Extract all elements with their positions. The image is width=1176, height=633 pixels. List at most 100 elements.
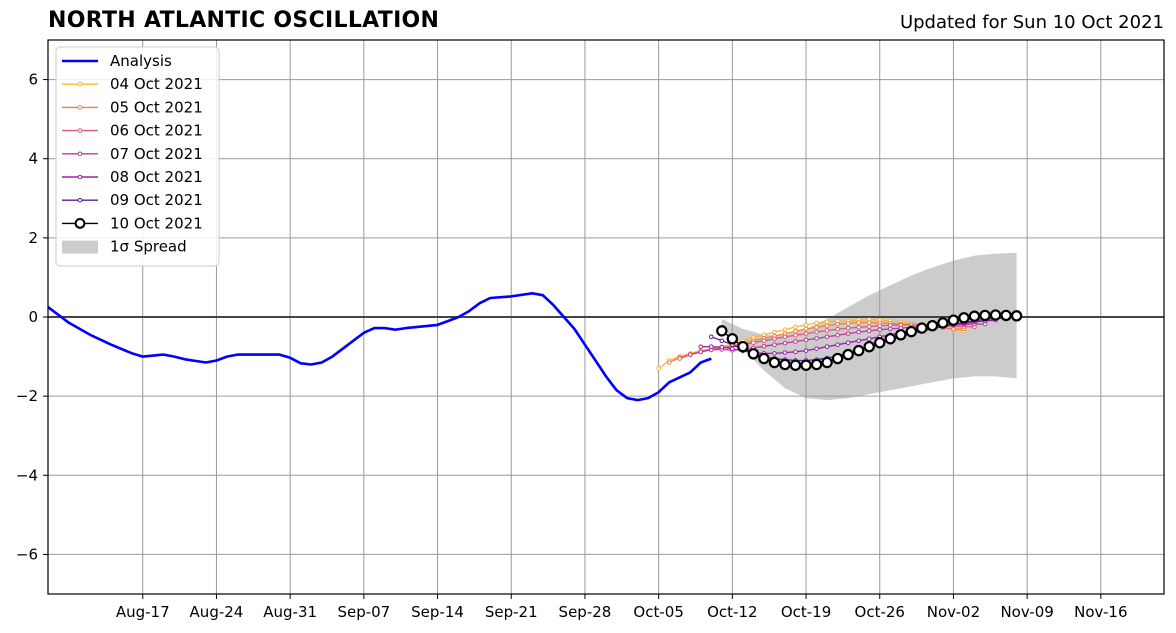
legend-marker (77, 81, 83, 87)
y-tick-label: −2 (16, 387, 38, 405)
data-point (831, 352, 844, 365)
data-point (803, 322, 809, 328)
legend-label: 08 Oct 2021 (110, 168, 203, 186)
legend-marker (77, 197, 83, 203)
legend-label: 07 Oct 2021 (110, 145, 203, 163)
data-point (887, 326, 893, 332)
legend: Analysis 04 Oct 2021 05 Oct 2021 06 Oct 202… (55, 46, 220, 267)
data-point (698, 344, 704, 349)
data-point (782, 350, 788, 355)
legend-marker (74, 218, 86, 229)
legend-marker (77, 105, 83, 110)
data-point (751, 340, 756, 346)
data-point (887, 323, 893, 328)
data-point (793, 328, 798, 334)
data-point (979, 309, 991, 322)
data-point (845, 340, 851, 346)
data-point (814, 324, 819, 330)
data-point (747, 348, 760, 360)
data-point (772, 342, 777, 348)
data-point (863, 340, 875, 353)
data-point (719, 344, 725, 350)
x-tick-label: Aug-17 (116, 603, 170, 621)
data-point (856, 338, 861, 344)
data-point (845, 331, 851, 336)
data-point (666, 360, 672, 365)
x-tick-label: Sep-21 (485, 603, 538, 621)
data-point (687, 352, 693, 357)
data-point (824, 344, 830, 349)
data-point (782, 327, 788, 332)
legend-label: 09 Oct 2021 (110, 191, 203, 209)
legend-label: Analysis (110, 52, 172, 70)
legend-label: 10 Oct 2021 (110, 214, 203, 232)
data-point (968, 310, 981, 322)
data-point (916, 322, 928, 334)
data-point (716, 325, 728, 337)
y-tick-label: 6 (28, 71, 38, 89)
data-point (814, 329, 819, 335)
data-point (814, 320, 819, 326)
data-point (866, 324, 872, 329)
data-point (842, 348, 854, 361)
data-point (835, 321, 840, 327)
data-point (877, 327, 883, 332)
x-tick-label: Sep-28 (559, 603, 612, 621)
data-point (877, 323, 883, 329)
legend-marker (77, 128, 83, 133)
data-point (989, 309, 1002, 321)
data-point (793, 349, 798, 355)
data-point (1000, 309, 1012, 322)
data-point (856, 324, 861, 330)
data-point (866, 336, 872, 342)
y-tick-label: 2 (28, 229, 38, 247)
chart-title: NORTH ATLANTIC OSCILLATION (48, 8, 440, 33)
data-point (793, 339, 798, 344)
data-point (905, 325, 918, 338)
data-point (761, 332, 767, 338)
x-tick-label: Oct-12 (707, 603, 757, 621)
data-point (803, 348, 809, 353)
data-point (845, 325, 851, 331)
data-point (835, 342, 840, 348)
data-point (814, 346, 819, 351)
axes-layer: Aug-17 Aug-24 Aug-31 Sep-07 Sep-14 Sep-21 Sep-… (16, 39, 1165, 621)
data-point (793, 332, 798, 338)
x-tick-label: Oct-19 (781, 603, 831, 621)
data-point (758, 352, 770, 365)
data-point (768, 356, 781, 369)
data-point (772, 336, 777, 342)
data-point (779, 358, 791, 371)
data-point (708, 334, 714, 340)
data-point (677, 356, 682, 361)
data-point (866, 328, 872, 334)
data-point (793, 324, 798, 330)
data-point (761, 343, 767, 349)
legend-label: 05 Oct 2021 (110, 98, 203, 116)
series-layer (47, 291, 1023, 402)
data-point (772, 329, 777, 335)
chart-subtitle: Updated for Sun 10 Oct 2021 (899, 12, 1164, 33)
legend-marker (77, 151, 83, 157)
data-point (737, 340, 749, 353)
data-point (824, 319, 830, 325)
data-point (789, 359, 802, 371)
data-point (782, 340, 788, 346)
legend-label: 06 Oct 2021 (110, 122, 203, 140)
data-point (800, 359, 812, 371)
data-point (698, 349, 704, 355)
x-tick-label: Aug-24 (190, 603, 244, 621)
y-tick-label: 4 (28, 150, 38, 168)
legend-marker (77, 174, 83, 180)
data-point (814, 336, 819, 341)
y-tick-label: −6 (16, 545, 38, 563)
data-point (895, 329, 907, 341)
data-point (1010, 310, 1023, 322)
data-point (884, 333, 896, 345)
legend-box (55, 46, 220, 267)
data-point (772, 351, 777, 356)
data-point (958, 312, 970, 324)
data-point (866, 320, 872, 325)
x-tick-label: Nov-02 (927, 603, 980, 621)
x-tick-label: Sep-14 (411, 603, 464, 621)
